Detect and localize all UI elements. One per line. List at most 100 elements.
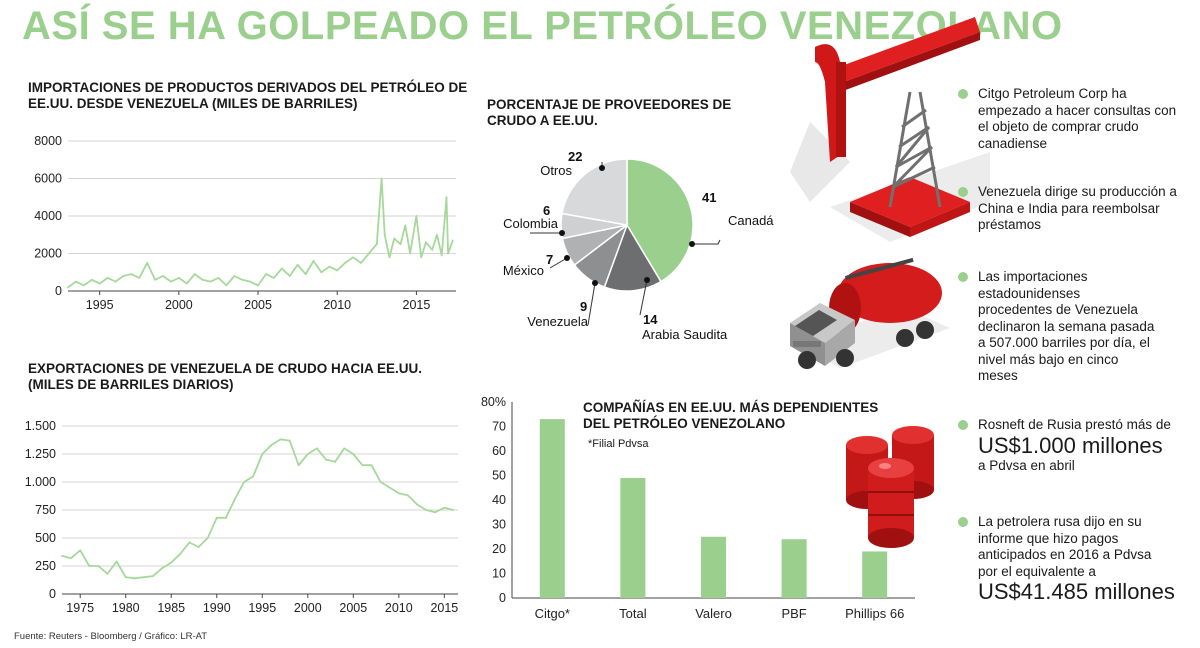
data-point: [367, 252, 370, 255]
x-tick-label: 1975: [66, 601, 94, 615]
data-point: [315, 447, 318, 450]
data-point: [124, 576, 127, 579]
data-point: [106, 572, 109, 575]
bar-chart-note: *Filial Pdvsa: [588, 438, 649, 450]
data-point: [261, 453, 264, 455]
data-point: [179, 552, 182, 555]
pie-slice: [626, 158, 694, 283]
data-point: [420, 256, 423, 259]
data-point: [279, 438, 282, 441]
data-point: [425, 509, 428, 511]
data-point: [404, 224, 407, 227]
data-point: [88, 565, 91, 567]
leader-line: [692, 239, 721, 245]
bar: [862, 551, 888, 598]
data-point: [90, 278, 93, 281]
data-point: [304, 273, 307, 276]
fact-4-text-post: a Pdvsa en abril: [978, 457, 1075, 473]
data-point: [397, 492, 400, 495]
x-tick-label: 2015: [403, 298, 431, 312]
bullet-dot-icon: [958, 420, 968, 430]
x-tick-label: 1985: [157, 601, 185, 615]
fact-3-text: Las importaciones estadounidenses proced…: [978, 269, 1155, 383]
data-point: [225, 284, 228, 287]
slice-value: 6: [543, 203, 550, 218]
data-point: [249, 280, 252, 283]
data-point: [380, 177, 383, 180]
tanker-truck-illustration: [790, 257, 950, 369]
leader-dot: [644, 277, 650, 283]
data-point: [146, 261, 149, 264]
y-tick-label: 250: [35, 559, 56, 573]
data-point: [162, 275, 164, 277]
data-point: [436, 233, 438, 236]
data-point: [143, 576, 145, 579]
data-point: [233, 275, 236, 277]
data-point: [234, 497, 236, 500]
data-point: [243, 481, 245, 483]
x-tick-label: 2010: [385, 601, 413, 615]
data-point: [82, 284, 85, 287]
y-tick-label: 10: [492, 567, 506, 581]
data-point: [185, 282, 188, 285]
y-tick-label: 50: [492, 469, 506, 483]
fact-1: Citgo Petroleum Corp ha empezado a hacer…: [958, 86, 1178, 152]
data-point: [67, 286, 69, 289]
bar: [539, 419, 565, 598]
leader-line: [587, 282, 596, 326]
bullet-dot-icon: [958, 517, 968, 527]
data-point: [312, 260, 315, 262]
data-point: [399, 243, 402, 246]
data-point: [97, 565, 100, 567]
data-point: [440, 254, 443, 257]
bar-chart-title: COMPAÑÍAS EN EE.UU. MÁS DEPENDIENTES DEL…: [583, 400, 879, 431]
x-tick-label: 1990: [203, 601, 231, 615]
data-point: [241, 278, 244, 281]
imports-chart-title: IMPORTACIONES DE PRODUCTOS DERIVADOS DEL…: [28, 80, 468, 111]
bullet-dot-icon: [958, 187, 968, 197]
data-point: [443, 506, 446, 509]
data-point: [152, 575, 154, 577]
y-tick-label: 1.000: [25, 475, 56, 489]
data-point: [416, 503, 418, 506]
y-tick-label: 0: [499, 591, 506, 605]
leader-dot: [599, 165, 605, 171]
series-line: [61, 438, 454, 580]
slice-value: 14: [643, 312, 658, 327]
pie-slice: [561, 158, 628, 226]
data-point: [296, 263, 299, 266]
y-tick-label: 30: [492, 518, 506, 532]
data-point: [415, 215, 418, 217]
leader-line: [549, 257, 568, 269]
slice-value: 22: [568, 149, 582, 164]
slice-label: Colombia: [503, 216, 559, 231]
data-point: [343, 447, 346, 450]
data-point: [388, 486, 391, 489]
slice-label: México: [503, 263, 544, 278]
slice-label: Arabia Saudita: [642, 327, 728, 342]
data-point: [215, 516, 218, 519]
y-tick-label: 20: [492, 542, 506, 556]
x-tick-label: 2005: [339, 601, 367, 615]
y-tick-label: 70: [492, 420, 506, 434]
x-tick-label: 1995: [86, 298, 114, 312]
series-line: [67, 177, 454, 289]
fact-5-amount: US$41.485 millones: [978, 579, 1175, 604]
data-point: [114, 280, 117, 283]
exports-chart-title: EXPORTACIONES DE VENEZUELA DE CRUDO HACI…: [28, 361, 423, 392]
fact-4: Rosneft de Rusia prestó más de US$1.000 …: [958, 417, 1171, 474]
data-point: [425, 241, 427, 244]
y-tick-label: 6000: [34, 172, 62, 186]
companies-bar-chart: 0 10 20 30 40 50 60 70 80% Citgo* Total Valero PBF Ph…: [481, 395, 915, 621]
x-tick-label: 2000: [294, 601, 322, 615]
x-tick-label: 2015: [430, 601, 458, 615]
data-point: [257, 284, 259, 287]
data-point: [161, 567, 164, 570]
x-tick-label: 2000: [165, 298, 193, 312]
data-point: [177, 276, 180, 279]
bar: [701, 536, 726, 598]
data-point: [336, 269, 339, 272]
oil-pump-illustration: [790, 17, 990, 242]
category-label: PBF: [781, 606, 806, 621]
data-point: [197, 546, 200, 548]
